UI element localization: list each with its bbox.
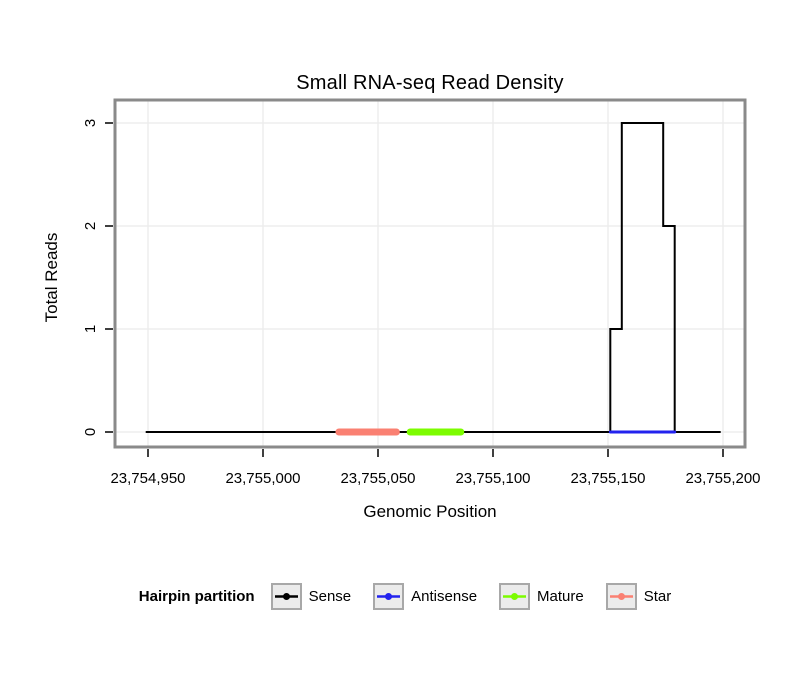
chart-title: Small RNA-seq Read Density <box>296 72 564 94</box>
legend-key-mature <box>499 583 531 610</box>
y-tick-label: 1 <box>82 325 99 333</box>
legend-key-star <box>605 583 637 610</box>
y-tick-label: 3 <box>82 119 99 127</box>
y-tick-label: 2 <box>82 222 99 230</box>
y-tick-label: 0 <box>82 428 99 436</box>
y-axis-title: Total Reads <box>42 233 61 323</box>
legend-label-mature: Mature <box>537 588 584 605</box>
legend-item-antisense: Antisense <box>373 583 477 610</box>
x-tick-label: 23,754,950 <box>110 470 185 487</box>
panel-background <box>115 100 745 447</box>
legend-label-antisense: Antisense <box>411 588 478 605</box>
x-tick-label: 23,755,000 <box>225 470 300 487</box>
plot-area: 23,754,950 23,755,000 23,755,050 23,755,100… <box>42 98 761 521</box>
legend-key-antisense <box>373 583 405 610</box>
legend-item-star: Star <box>605 583 672 610</box>
x-tick-label: 23,755,050 <box>340 470 415 487</box>
x-axis-title: Genomic Position <box>363 502 496 521</box>
mature-line-dot-icon <box>503 593 527 600</box>
legend-label-sense: Sense <box>308 588 352 605</box>
legend: Hairpin partition Sense Antisense <box>0 583 810 610</box>
sense-line-dot-icon <box>274 593 298 600</box>
legend-label-star: Star <box>643 588 672 605</box>
x-tick-label: 23,755,200 <box>685 470 760 487</box>
x-tick-label: 23,755,150 <box>570 470 645 487</box>
legend-title: Hairpin partition <box>138 588 255 605</box>
antisense-line-dot-icon <box>377 593 401 600</box>
x-tick-label: 23,755,100 <box>455 470 530 487</box>
star-line-dot-icon <box>609 593 633 600</box>
panel-border <box>113 98 747 449</box>
series-sense <box>145 122 721 433</box>
legend-item-sense: Sense <box>270 583 352 610</box>
legend-key-sense <box>270 583 302 610</box>
legend-item-mature: Mature <box>499 583 584 610</box>
